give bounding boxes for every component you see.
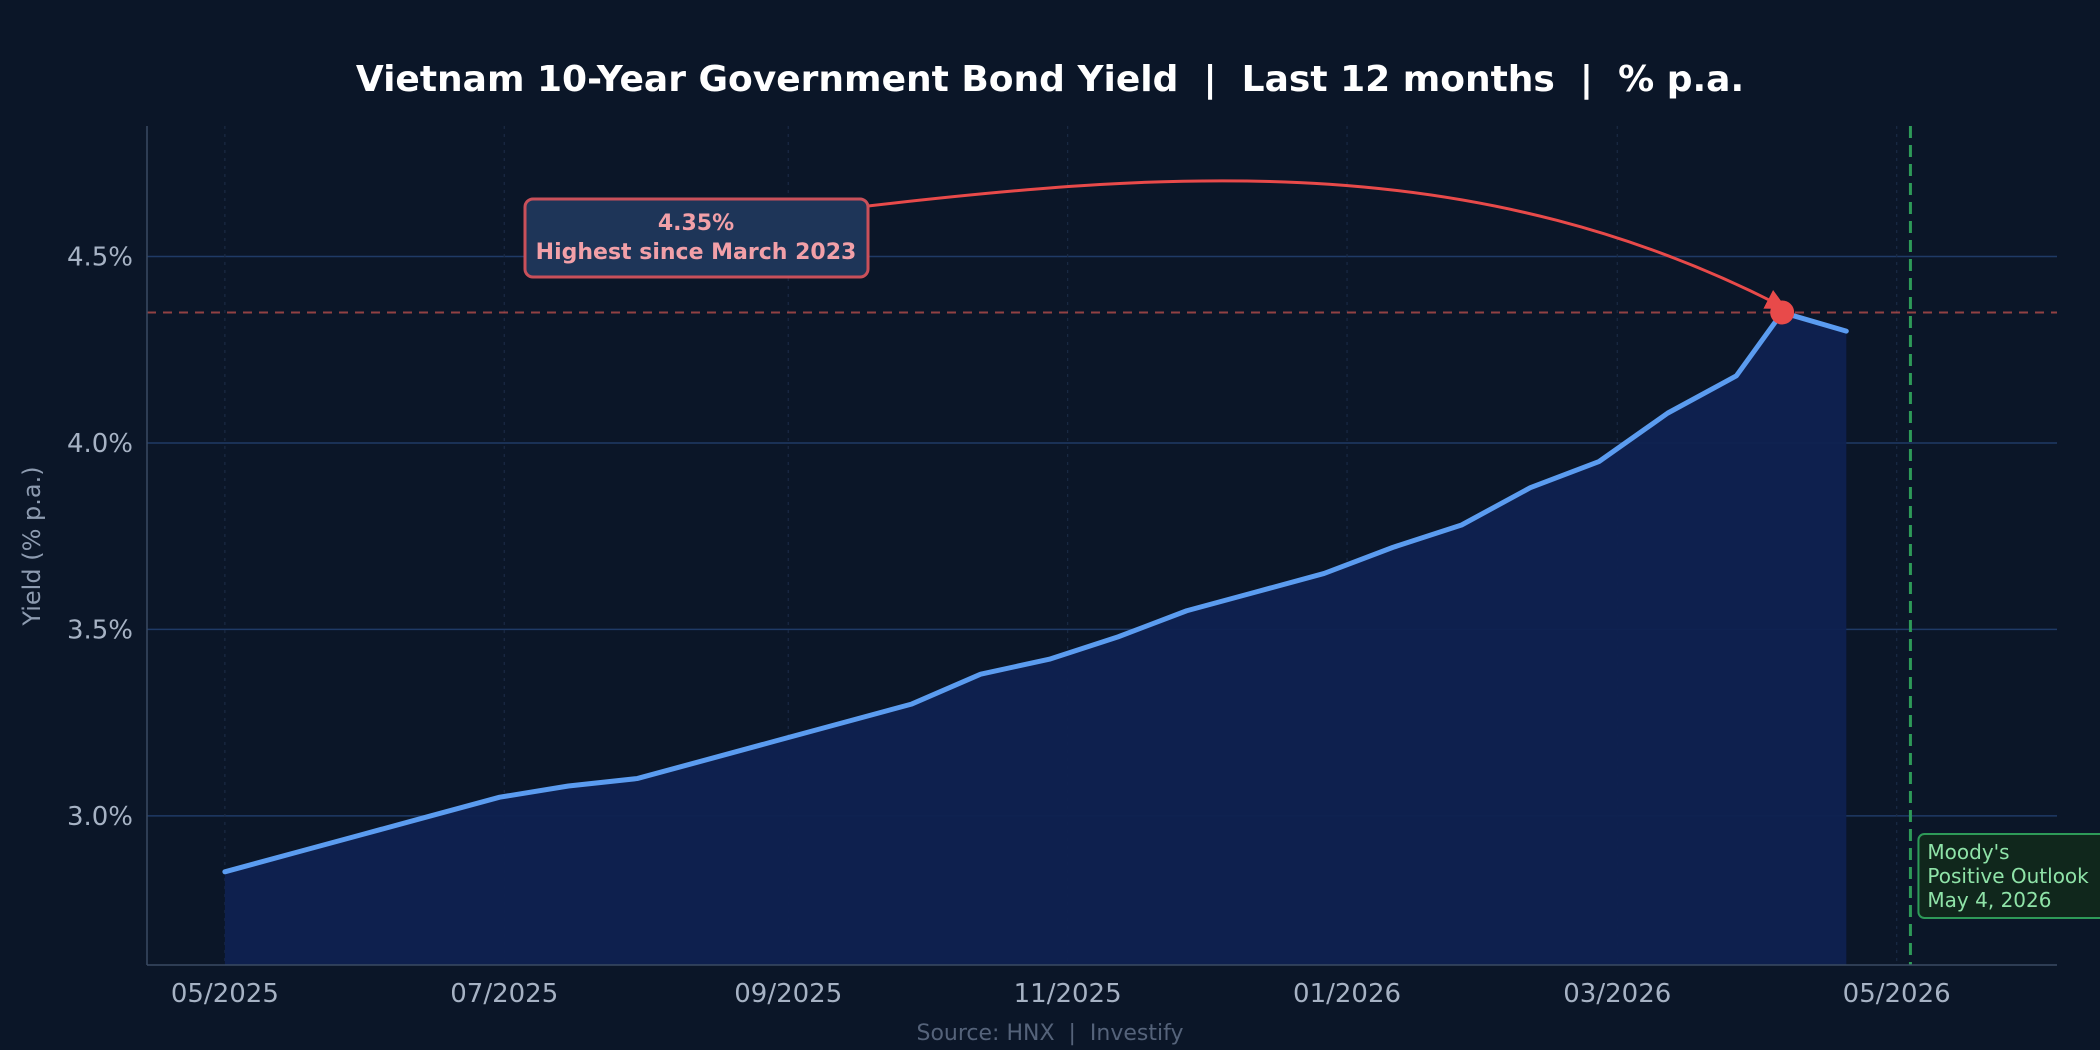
- x-tick-label: 09/2025: [734, 979, 842, 1009]
- y-axis-label: Yield (% p.a.): [18, 466, 46, 626]
- x-tick-labels: 05/2025 07/2025 09/2025 11/2025 01/2026 03/20…: [171, 979, 1951, 1009]
- axes: [146, 126, 2057, 966]
- y-tick-label: 4.5%: [67, 243, 133, 273]
- x-tick-label: 11/2025: [1014, 979, 1122, 1009]
- chart-title: Vietnam 10-Year Government Bond Yield | …: [356, 59, 1744, 100]
- x-tick-label: 03/2026: [1563, 979, 1671, 1009]
- y-tick-labels: 3.0% 3.5% 4.0% 4.5%: [67, 243, 133, 832]
- series-area-fill: [224, 312, 1847, 965]
- peak-marker: [1770, 300, 1795, 325]
- x-tick-label: 05/2025: [171, 979, 279, 1009]
- annotation-box: [523, 197, 870, 279]
- annotation-arrow: [867, 179, 1787, 310]
- y-tick-label: 4.0%: [67, 429, 133, 459]
- event-label-box: [1917, 833, 2100, 919]
- peak-annotation: 4.35% Highest since March 2023: [523, 179, 1795, 325]
- event-label-line: May 4, 2026: [1927, 888, 2051, 912]
- y-tick-label: 3.5%: [67, 615, 133, 645]
- x-tick-label: 01/2026: [1293, 979, 1401, 1009]
- event-label-line: Positive Outlook: [1927, 864, 2089, 888]
- series-line: [222, 309, 1849, 875]
- line-layer: [222, 309, 1849, 875]
- y-tick-label: 3.0%: [67, 802, 133, 832]
- x-tick-label: 05/2026: [1843, 979, 1951, 1009]
- area-layer: [224, 312, 1847, 965]
- event-label-line: Moody's: [1927, 840, 2009, 864]
- source-note: Source: HNX | Investify: [917, 1021, 1184, 1046]
- annotation-value: 4.35%: [658, 211, 734, 236]
- x-tick-label: 07/2025: [450, 979, 558, 1009]
- annotation-text: Highest since March 2023: [536, 240, 857, 265]
